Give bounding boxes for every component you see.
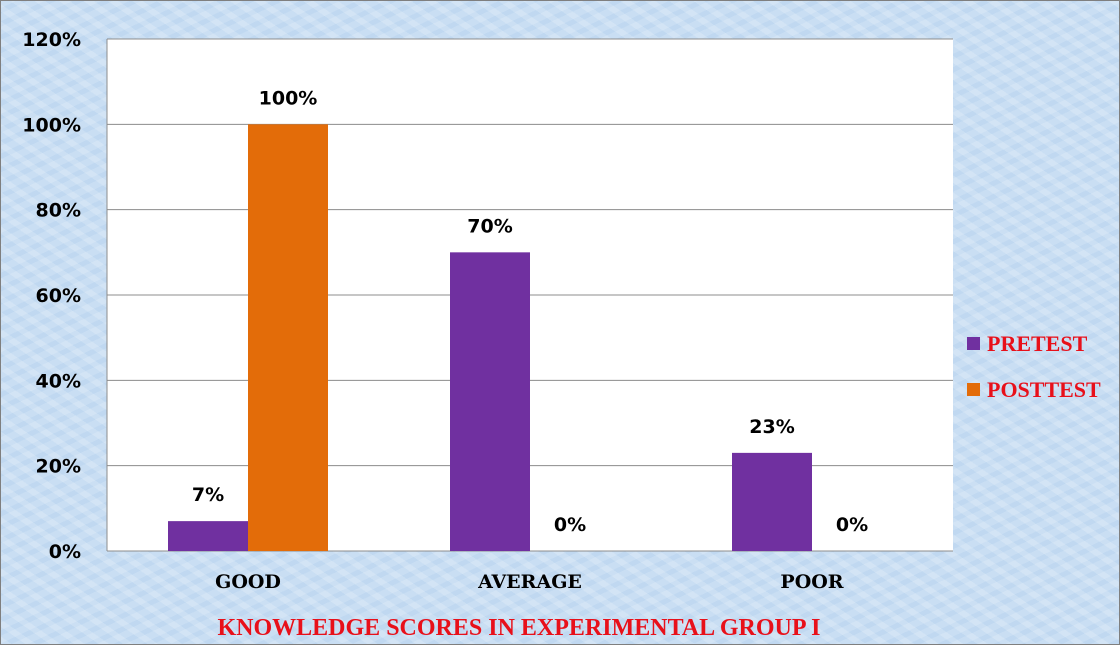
y-tick-label: 40%	[36, 370, 81, 392]
legend-label-posttest: POSTTEST	[987, 377, 1101, 402]
bar-pretest-poor	[732, 452, 812, 551]
chart-title: KNOWLEDGE SCORES IN EXPERIMENTAL GROUP I	[218, 615, 821, 641]
data-label: 0%	[836, 514, 868, 536]
x-category-label: AVERAGE	[477, 571, 582, 593]
data-label: 7%	[192, 484, 224, 506]
y-tick-label: 80%	[36, 200, 81, 222]
y-tick-label: 0%	[49, 541, 81, 563]
bar-posttest-good	[248, 124, 328, 551]
bar-pretest-average	[450, 252, 530, 552]
y-tick-label: 100%	[22, 114, 81, 136]
y-tick-label: 120%	[22, 29, 81, 51]
legend-swatch-posttest	[967, 383, 980, 396]
y-tick-label: 20%	[36, 456, 81, 478]
data-label: 70%	[467, 215, 512, 237]
data-label: 23%	[749, 416, 794, 438]
data-label: 0%	[554, 514, 586, 536]
x-category-label: POOR	[780, 571, 843, 593]
legend-label-pretest: PRETEST	[987, 331, 1088, 356]
y-tick-label: 60%	[36, 285, 81, 307]
legend-swatch-pretest	[967, 337, 980, 350]
x-category-label: GOOD	[215, 571, 281, 593]
bar-pretest-good	[168, 521, 248, 551]
data-label: 100%	[259, 87, 318, 109]
